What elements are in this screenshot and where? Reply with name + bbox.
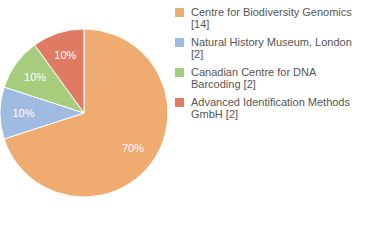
data-label: 10%: [13, 107, 35, 119]
legend: Centre for Biodiversity Genomics[14] Natu…: [175, 6, 352, 120]
legend-swatch: [175, 38, 184, 47]
legend-label: Advanced Identification MethodsGmbH [2]: [191, 96, 350, 120]
data-label: 10%: [24, 71, 46, 83]
legend-label: Centre for Biodiversity Genomics[14]: [191, 6, 352, 30]
legend-label: Natural History Museum, London[2]: [191, 36, 352, 60]
pie: 70% 10% 10% 10%: [0, 29, 168, 197]
legend-swatch: [175, 68, 184, 77]
data-label: 70%: [122, 142, 144, 154]
legend-label: Canadian Centre for DNABarcoding [2]: [191, 66, 317, 90]
legend-swatch: [175, 98, 184, 107]
pie-slice: [4, 29, 168, 197]
legend-swatch: [175, 8, 184, 17]
data-label: 10%: [54, 49, 76, 61]
chart: 70% 10% 10% 10% Centre for Biodiversity Geno…: [0, 0, 380, 240]
